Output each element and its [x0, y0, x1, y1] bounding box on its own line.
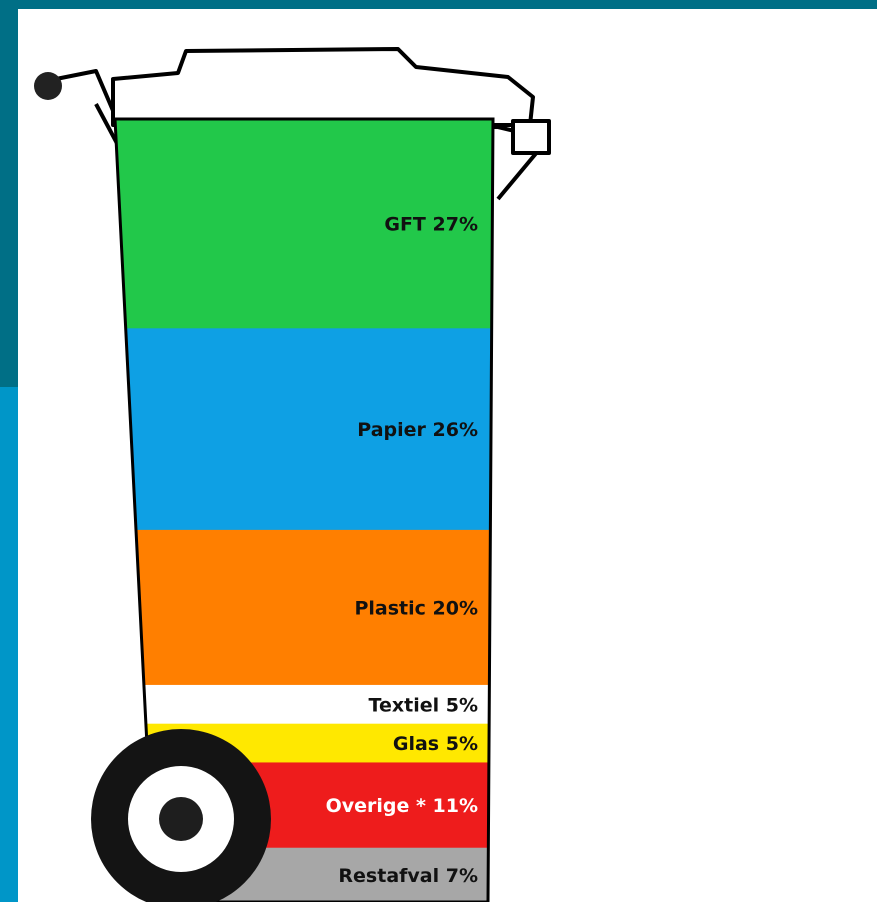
segment-bar-textiel	[115, 684, 493, 725]
bin-wheel-icon	[91, 729, 271, 902]
segment-labels: GFT 27% Papier 26% Plastic 20% Textiel 5% Gl…	[326, 214, 478, 887]
segment-label-restafval: Restafval 7%	[338, 865, 478, 887]
segment-label-gft: GFT 27%	[384, 214, 478, 236]
segment-label-papier: Papier 26%	[357, 419, 478, 441]
segment-bar-gft	[115, 119, 493, 329]
segment-label-overige: Overige * 11%	[326, 795, 478, 817]
segment-bar-papier	[115, 328, 493, 531]
handle-knob-icon	[34, 72, 62, 100]
chart-canvas: GFT 27% Papier 26% Plastic 20% Textiel 5% Gl…	[18, 9, 877, 902]
segment-label-glas: Glas 5%	[393, 733, 478, 755]
segment-label-plastic: Plastic 20%	[354, 597, 478, 619]
bin-body-outline	[113, 117, 495, 902]
bin-lid	[45, 47, 551, 201]
segment-bar-plastic	[115, 529, 493, 686]
segment-label-textiel: Textiel 5%	[369, 694, 478, 716]
waste-bin-chart: GFT 27% Papier 26% Plastic 20% Textiel 5% Gl…	[34, 47, 551, 902]
